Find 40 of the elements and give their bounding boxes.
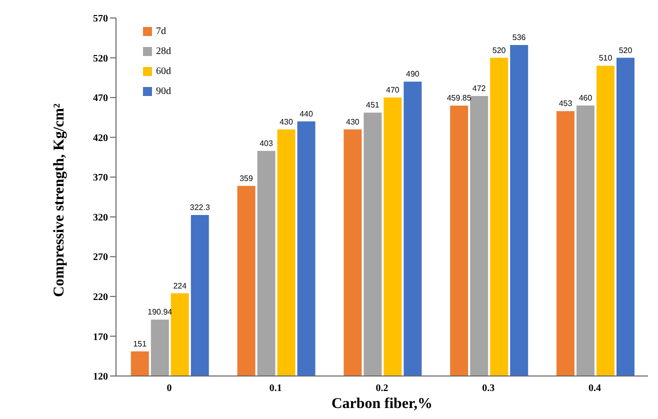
data-label: 440	[300, 109, 314, 118]
x-tick-label: 0.3	[482, 383, 495, 394]
x-tick-label: 0	[166, 383, 172, 394]
data-label: 359	[240, 174, 254, 183]
y-tick-label: 320	[93, 212, 108, 224]
data-label: 453	[558, 99, 573, 108]
data-label: 470	[386, 86, 400, 95]
data-label: 536	[512, 33, 526, 42]
data-label: 460	[578, 94, 593, 103]
x-tick-label: 0.1	[269, 383, 282, 394]
y-tick-label: 370	[93, 172, 108, 184]
data-label: 224	[173, 281, 188, 290]
data-label: 510	[598, 54, 613, 63]
legend-label: 60d	[156, 66, 171, 77]
data-label: 322.3	[190, 203, 210, 212]
data-label: 459.85	[446, 94, 472, 103]
data-label: 151	[133, 339, 148, 348]
data-label: 520	[618, 46, 633, 55]
data-label: 472	[472, 84, 486, 93]
data-label: 430	[346, 117, 360, 126]
x-axis-title: Carbon fiber,%	[331, 396, 433, 412]
y-axis-title: Compressive strength, Kg/cm²	[51, 102, 68, 297]
y-tick-label: 170	[93, 332, 108, 343]
legend-label: 28d	[156, 46, 171, 57]
y-tick-label: 470	[93, 93, 108, 104]
data-label: 490	[406, 70, 420, 79]
y-tick-label: 270	[93, 252, 108, 264]
data-label: 520	[492, 46, 506, 55]
legend-label: 7d	[156, 26, 166, 37]
y-tick-label: 120	[93, 372, 108, 383]
x-tick-label: 0.2	[376, 383, 388, 394]
legend-label: 90d	[156, 86, 171, 97]
data-label: 403	[260, 138, 274, 148]
data-label: 451	[366, 100, 380, 110]
y-tick-label: 220	[93, 292, 108, 303]
x-tick-label: 0.4	[588, 383, 602, 394]
data-label: 430	[280, 117, 294, 126]
y-tick-label: 420	[93, 132, 108, 144]
y-tick-label: 520	[93, 53, 108, 64]
y-tick-label: 570	[93, 14, 108, 25]
